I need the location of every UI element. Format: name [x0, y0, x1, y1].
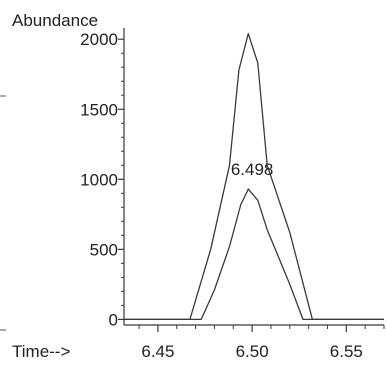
y-tick-label: 2000 — [80, 30, 118, 49]
annotation-layer: 6.498 — [231, 160, 274, 179]
series-line-1 — [124, 32, 384, 321]
peak-label: 6.498 — [231, 160, 274, 179]
series-layer — [124, 32, 384, 321]
y-tick-label: 500 — [90, 240, 118, 259]
x-tick-label: 6.55 — [330, 342, 363, 361]
y-axis-title: Abundance — [12, 11, 98, 30]
y-tick-label: 0 — [109, 310, 118, 329]
x-axis-title: Time--> — [12, 342, 70, 361]
x-tick-label: 6.50 — [236, 342, 269, 361]
y-tick-label: 1000 — [80, 170, 118, 189]
x-axis-ticks: 6.45 6.50 6.55 — [138, 325, 385, 361]
y-axis-ticks: 0 500 1000 1500 2000 — [80, 30, 124, 329]
y-tick-label: 1500 — [80, 100, 118, 119]
series-line-2 — [124, 188, 384, 321]
x-tick-label: 6.45 — [141, 342, 174, 361]
